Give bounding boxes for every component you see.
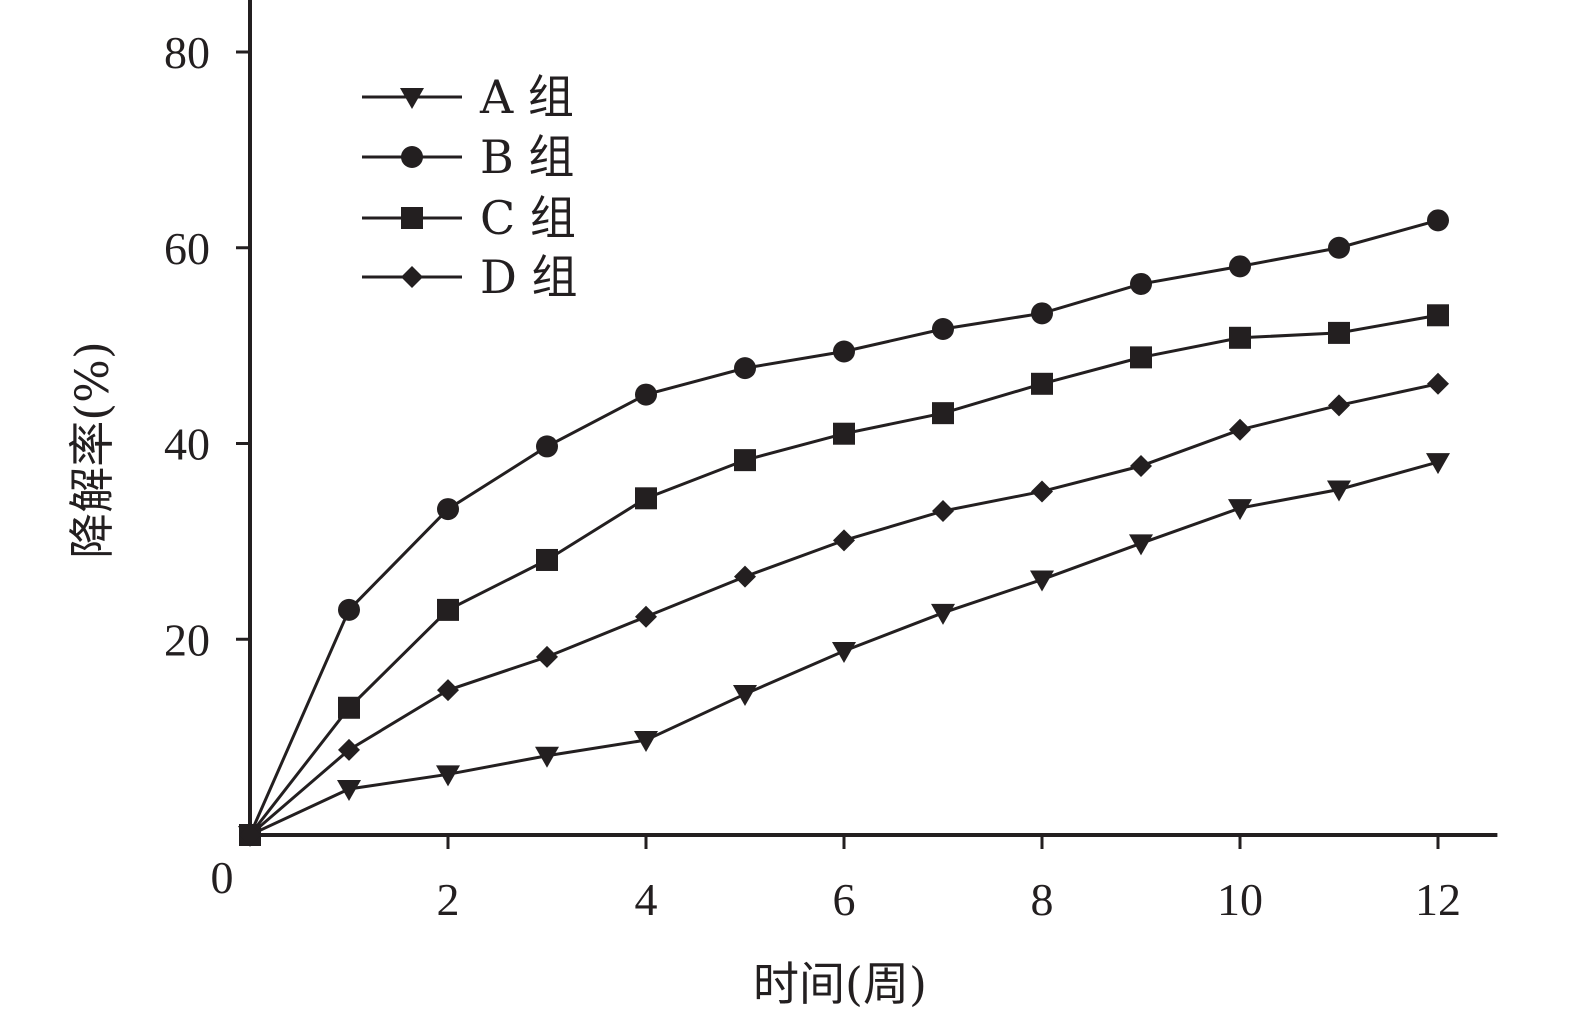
data-point <box>1130 346 1152 369</box>
legend-entry: A 组 <box>362 70 574 124</box>
data-point <box>733 685 757 707</box>
data-point <box>1427 304 1449 327</box>
data-point <box>536 548 558 571</box>
data-point <box>1427 372 1449 395</box>
data-point <box>338 738 360 761</box>
data-point <box>833 422 855 445</box>
data-point <box>1031 302 1053 325</box>
data-point <box>635 383 657 406</box>
y-tick-label: 60 <box>164 223 210 274</box>
series-line <box>249 382 1439 837</box>
data-point <box>536 435 558 458</box>
data-point <box>833 529 855 552</box>
data-point <box>535 746 559 768</box>
series-line <box>248 313 1439 836</box>
x-tick-label: 2 <box>437 874 460 925</box>
data-point <box>536 645 558 668</box>
data-point <box>338 696 360 719</box>
data-point <box>436 765 460 787</box>
data-point <box>833 340 855 363</box>
series-layer <box>238 209 1450 847</box>
data-point <box>634 731 658 753</box>
data-point <box>1328 394 1350 417</box>
data-point <box>1328 321 1350 344</box>
data-point <box>734 565 756 588</box>
data-point <box>734 357 756 380</box>
data-point <box>1031 372 1053 395</box>
axes: 20 40 60 80 2 4 6 8 10 12 0 <box>164 0 1498 925</box>
data-point <box>1130 272 1152 295</box>
y-tick-label: 20 <box>164 614 210 665</box>
origin-label: 0 <box>211 852 234 903</box>
data-point <box>1426 453 1450 475</box>
data-point <box>1327 480 1351 502</box>
data-point <box>1229 255 1251 278</box>
data-point <box>1328 236 1350 259</box>
x-axis-title: 时间(周) <box>753 957 927 1011</box>
data-point <box>1030 570 1054 592</box>
series-b <box>239 209 1449 846</box>
data-point <box>932 500 954 523</box>
series-line <box>248 218 1439 836</box>
legend-label: B 组 <box>480 130 574 184</box>
x-tick-label: 12 <box>1415 874 1461 925</box>
x-tick-label: 8 <box>1031 874 1054 925</box>
data-point <box>239 824 261 846</box>
data-point <box>1129 534 1153 556</box>
x-tick-label: 4 <box>635 874 658 925</box>
x-tick-label: 6 <box>833 874 856 925</box>
data-point <box>635 487 657 510</box>
legend-label: A 组 <box>479 70 574 124</box>
y-tick-label: 80 <box>164 27 210 78</box>
data-point <box>1229 418 1251 441</box>
legend-label: C 组 <box>480 191 576 245</box>
data-point <box>932 317 954 340</box>
y-axis-title: 降解率(%) <box>65 341 119 559</box>
legend-entry: D 组 <box>362 250 578 304</box>
legend-label: D 组 <box>480 250 578 304</box>
legend: A 组 B 组 C 组D 组 <box>362 70 578 304</box>
legend-entry: B 组 <box>362 130 574 184</box>
data-point <box>337 779 361 801</box>
data-point <box>437 598 459 621</box>
data-point <box>832 641 856 663</box>
data-point <box>1130 455 1152 478</box>
x-tick-label: 10 <box>1217 874 1263 925</box>
data-point <box>931 603 955 625</box>
data-point <box>437 498 459 521</box>
data-point <box>1229 326 1251 349</box>
data-point <box>1427 209 1449 232</box>
data-point <box>635 605 657 628</box>
series-d <box>239 372 1449 846</box>
legend-entry: C 组 <box>362 191 576 245</box>
series-a <box>238 453 1450 847</box>
y-tick-label: 40 <box>164 419 210 470</box>
data-point <box>338 598 360 621</box>
data-point <box>932 402 954 425</box>
series-c <box>239 304 1449 846</box>
data-point <box>1031 480 1053 503</box>
legend-marker <box>400 88 424 109</box>
legend-marker <box>401 207 423 229</box>
data-point <box>734 449 756 472</box>
legend-marker <box>401 146 423 168</box>
data-point <box>437 679 459 702</box>
legend-marker <box>401 266 423 288</box>
data-point <box>1228 499 1252 521</box>
